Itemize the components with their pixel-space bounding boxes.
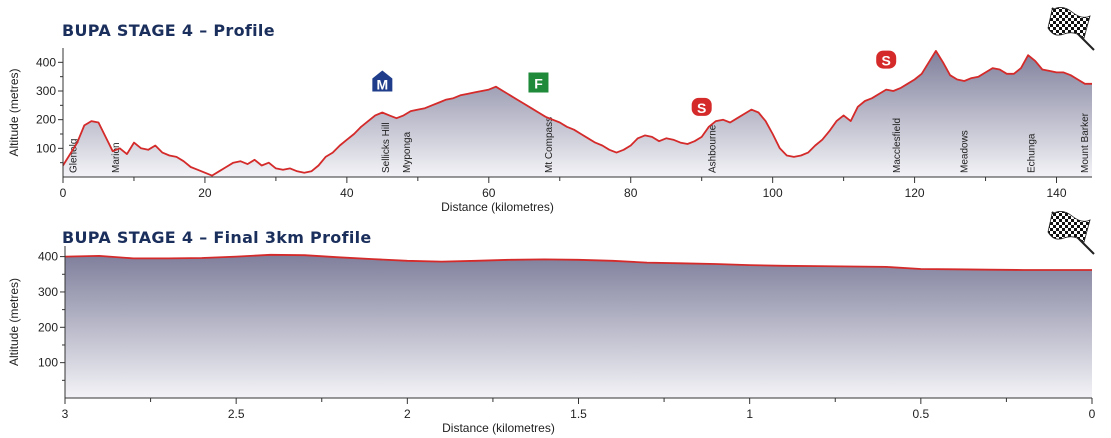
chart-title-stage-profile: BUPA STAGE 4 – Profile — [62, 21, 275, 40]
y-tick-label: 300 — [36, 84, 56, 98]
y-axis-label: Altitude (metres) — [7, 68, 21, 156]
marker-sprint: S — [691, 97, 712, 116]
y-axis-label: Altitude (metres) — [7, 278, 21, 366]
marker-letter: S — [697, 100, 706, 116]
place-label: Mount Barker — [1080, 112, 1091, 173]
x-tick-label: 40 — [340, 186, 354, 200]
place-label: Marion — [111, 142, 122, 173]
x-tick-label: 0 — [1089, 407, 1096, 421]
y-tick-label: 200 — [38, 320, 58, 334]
x-tick-label: 2.5 — [228, 407, 245, 421]
x-tick-label: 20 — [198, 186, 212, 200]
place-label: Myponga — [402, 131, 413, 173]
place-label: Ashbourne — [707, 124, 718, 173]
x-axis-label: Distance (kilometres) — [441, 200, 554, 214]
chart-title-final-3km-profile: BUPA STAGE 4 – Final 3km Profile — [62, 228, 372, 247]
finish-flag-icon — [1047, 211, 1095, 255]
place-label: Echunga — [1027, 133, 1038, 173]
elevation-line — [62, 50, 1092, 177]
marker-feed: F — [528, 72, 549, 93]
x-axis-label: Distance (kilometres) — [442, 421, 555, 435]
elevation-line — [64, 253, 1092, 271]
place-label: Glenelg — [69, 139, 80, 173]
x-tick-label: 60 — [482, 186, 496, 200]
marker-letter: F — [534, 76, 543, 92]
x-tick-label: 80 — [624, 186, 638, 200]
y-tick-label: 200 — [36, 113, 56, 127]
x-tick-label: 140 — [1047, 186, 1067, 200]
x-tick-label: 2 — [404, 407, 411, 421]
stage-profile-chart: Glenelg Marion Sellicks Hill Myponga Mt Comp… — [7, 7, 1095, 214]
marker-letter: S — [882, 53, 891, 69]
place-label: Mt Compass — [544, 117, 555, 173]
y-tick-label: 400 — [38, 250, 58, 264]
final-3km-profile-chart: 100 200 300 400 3 2.5 2 1.5 1 0.5 0 Distance (kilom… — [7, 211, 1096, 435]
y-tick-label: 400 — [36, 55, 56, 69]
place-label: Macclesfield — [892, 118, 903, 173]
marker-sprint: S — [876, 50, 897, 69]
place-label: Meadows — [959, 130, 970, 173]
x-tick-label: 0.5 — [912, 407, 929, 421]
x-tick-label: 0 — [60, 186, 67, 200]
elevation-area — [65, 254, 1092, 398]
marker-mountain: M — [372, 70, 393, 93]
x-tick-label: 3 — [62, 407, 69, 421]
x-tick-label: 1.5 — [570, 407, 587, 421]
finish-flag-icon — [1047, 7, 1095, 51]
marker-letter: M — [377, 77, 389, 93]
elevation-area — [63, 50, 1092, 177]
x-tick-label: 100 — [763, 186, 783, 200]
y-tick-label: 100 — [36, 141, 56, 155]
y-tick-label: 100 — [38, 356, 58, 370]
place-label: Sellicks Hill — [381, 122, 392, 173]
x-tick-label: 120 — [905, 186, 925, 200]
x-tick-label: 1 — [746, 407, 753, 421]
y-tick-label: 300 — [38, 285, 58, 299]
